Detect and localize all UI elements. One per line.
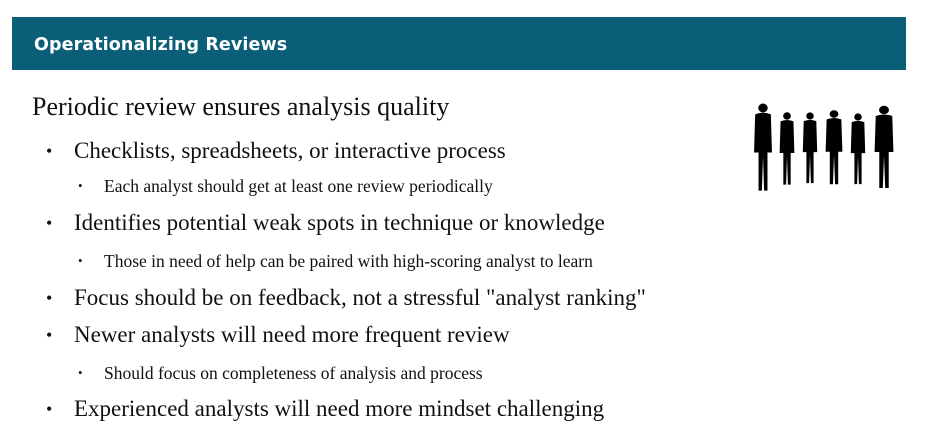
title-bar: Operationalizing Reviews: [12, 17, 906, 70]
people-silhouettes-icon: [754, 103, 894, 191]
bullet-text: Focus should be on feedback, not a stres…: [74, 285, 646, 310]
slide-title: Operationalizing Reviews: [34, 35, 288, 55]
bullet-text: Newer analysts will need more frequent r…: [74, 322, 510, 347]
sub-bullet-item: • Should focus on completeness of analys…: [78, 362, 483, 384]
bullet-dot: •: [46, 213, 53, 233]
bullet-dot: •: [78, 365, 83, 380]
sub-bullet-text: Those in need of help can be paired with…: [104, 251, 593, 271]
bullet-dot: •: [78, 178, 83, 193]
bullet-item: • Focus should be on feedback, not a str…: [46, 283, 646, 313]
bullet-item: • Checklists, spreadsheets, or interacti…: [46, 136, 506, 166]
bullet-text: Identifies potential weak spots in techn…: [74, 210, 605, 235]
bullet-item: • Experienced analysts will need more mi…: [46, 394, 605, 424]
sub-bullet-text: Should focus on completeness of analysis…: [104, 363, 483, 383]
sub-bullet-item: • Each analyst should get at least one r…: [78, 175, 493, 197]
bullet-dot: •: [46, 325, 53, 345]
bullet-dot: •: [46, 141, 53, 161]
bullet-item: • Newer analysts will need more frequent…: [46, 320, 510, 350]
bullet-dot: •: [78, 253, 83, 268]
bullet-item: • Identifies potential weak spots in tec…: [46, 208, 605, 238]
bullet-dot: •: [46, 399, 53, 419]
bullet-dot: •: [46, 288, 53, 308]
sub-bullet-text: Each analyst should get at least one rev…: [104, 176, 493, 196]
slide-heading: Periodic review ensures analysis quality: [32, 92, 450, 121]
bullet-text: Checklists, spreadsheets, or interactive…: [74, 138, 506, 163]
bullet-text: Experienced analysts will need more mind…: [74, 396, 605, 421]
sub-bullet-item: • Those in need of help can be paired wi…: [78, 250, 593, 272]
